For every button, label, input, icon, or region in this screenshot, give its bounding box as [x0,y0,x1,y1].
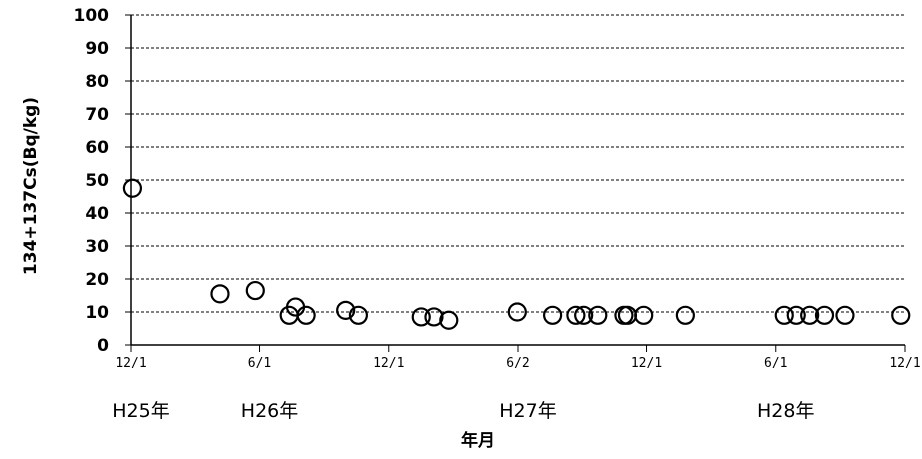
year-label: H27年 [499,400,556,422]
data-point [336,300,356,320]
y-tick-label: 50 [85,171,109,191]
x-tick-label: 6/1 [248,356,271,371]
y-tick-label: 40 [85,204,109,224]
data-point [424,307,444,327]
data-point [800,305,820,325]
data-point [675,305,695,325]
x-tick-label: 6/1 [764,356,787,371]
y-axis-label: 134+137Cs(Bq/kg) [21,97,41,275]
data-point [245,280,265,301]
data-point [588,305,608,325]
x-tick-label: 12/1 [889,356,920,371]
year-labels: H25年 H26年 H27年 H28年 [112,400,814,422]
y-tick-label: 10 [85,303,109,323]
data-point [835,305,855,325]
x-tick-label: 12/1 [631,356,662,371]
y-ticks: 0 10 20 30 40 50 60 70 80 90 100 [74,6,131,356]
data-point [891,305,911,325]
data-point [507,302,527,322]
y-tick-label: 70 [85,105,109,125]
data-point [774,305,794,325]
x-tick-label: 12/1 [115,356,146,371]
y-tick-label: 30 [85,237,109,257]
x-ticks: 12/1 6/1 12/1 6/2 12/1 6/1 12/1 [115,345,921,371]
data-point [566,305,586,325]
data-point [348,305,368,325]
x-axis-label: 年月 [461,430,495,451]
data-point [411,307,431,327]
data-point [543,305,563,325]
y-tick-label: 100 [74,6,110,26]
data-point [122,178,143,198]
data-point [296,305,316,325]
y-tick-label: 0 [97,336,109,356]
y-tick-label: 20 [85,270,109,290]
data-point [786,305,806,325]
year-label: H28年 [757,400,814,422]
x-tick-label: 6/2 [506,356,529,371]
data-point [439,310,459,330]
grid [131,14,905,313]
year-label: H26年 [241,400,298,422]
year-label: H25年 [112,400,169,422]
x-tick-label: 12/1 [373,356,404,371]
data-point [210,284,230,304]
data-points [122,178,911,330]
y-tick-label: 90 [85,39,109,59]
data-point [574,305,594,325]
data-point [634,305,654,325]
data-point [814,305,835,325]
y-tick-label: 60 [85,138,109,158]
y-tick-label: 80 [85,72,109,92]
